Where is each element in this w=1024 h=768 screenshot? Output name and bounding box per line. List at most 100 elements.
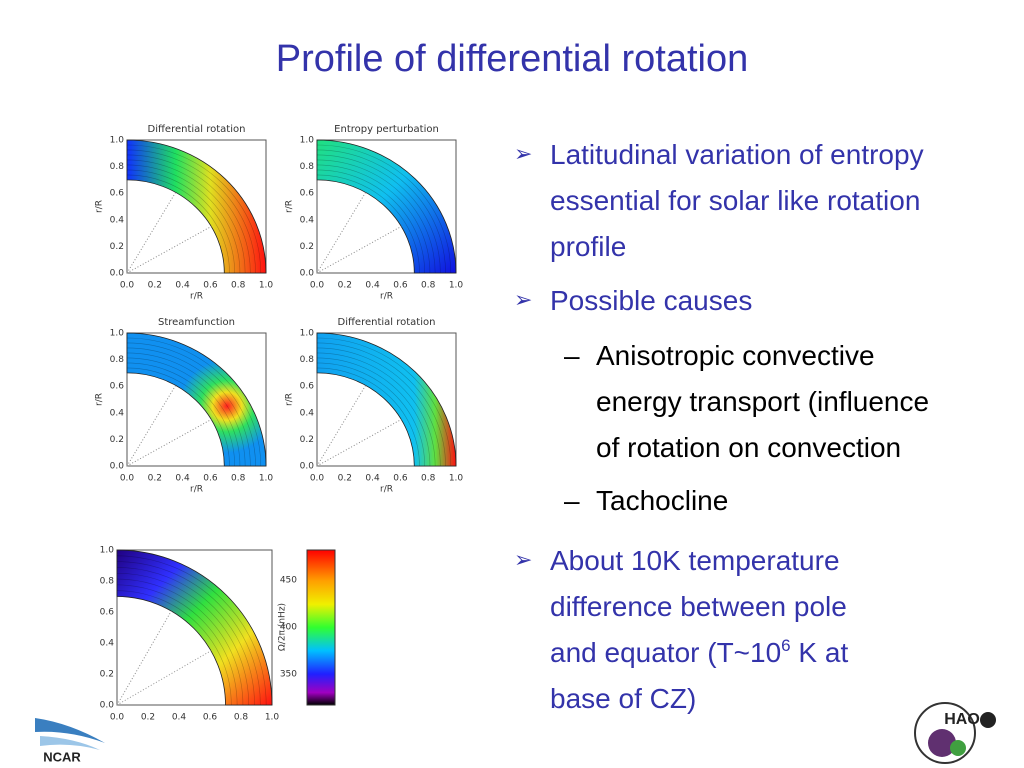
x-tick-label: 0.2 (141, 713, 155, 723)
x-tick-label: 0.2 (148, 474, 162, 484)
contour (316, 352, 436, 467)
field (316, 139, 457, 274)
y-axis-label: r/R (95, 393, 105, 406)
panel-title: Streamfunction (158, 317, 235, 328)
colorbar-tick-label: 450 (280, 576, 297, 586)
x-tick-label: 1.0 (449, 281, 464, 291)
text: and equator (T~10 (550, 637, 782, 668)
guide-line (316, 226, 402, 274)
contour (126, 144, 262, 274)
x-tick-label: 1.0 (259, 281, 274, 291)
guide-line (316, 192, 367, 274)
y-tick-label: 0.8 (300, 355, 315, 365)
y-tick-label: 0.0 (300, 269, 315, 279)
contour (126, 174, 230, 274)
x-tick-label: 1.0 (259, 474, 274, 484)
x-tick-label: 0.4 (175, 281, 190, 291)
text: Anisotropic convective (596, 340, 875, 371)
bullet-line: Latitudinal variation of entropy (550, 132, 924, 178)
contour (316, 342, 446, 467)
contour (126, 352, 246, 467)
bullet: Anisotropic convective energy transport (… (564, 333, 929, 471)
contour (126, 169, 236, 274)
y-tick-label: 0.4 (300, 408, 315, 418)
y-tick-label: 0.2 (110, 242, 124, 252)
ncar-logo: NCAR (35, 718, 105, 764)
figures: 0.0 0.2 0.4 0.6 0.8 1.0 0.0 0.2 0.4 0.6 0.8 1.0 Diff… (95, 124, 464, 723)
guide-line (126, 385, 177, 467)
x-tick-label: 0.4 (175, 474, 190, 484)
x-tick-label: 0.8 (231, 281, 246, 291)
bullet: About 10K temperature difference between … (514, 538, 848, 722)
contour (116, 584, 238, 706)
contour (316, 144, 452, 274)
contour (116, 590, 232, 706)
bullet-line: Anisotropic convective (596, 333, 929, 379)
bullet: Latitudinal variation of entropy essentia… (514, 132, 924, 270)
contour (126, 362, 236, 467)
x-tick-label: 0.8 (421, 474, 436, 484)
logo-text: NCAR (43, 749, 81, 764)
y-tick-label: 0.4 (110, 408, 125, 418)
y-axis-label: r/R (285, 200, 295, 213)
contour (316, 367, 420, 467)
text: energy transport (influence (596, 386, 930, 417)
text: base of CZ) (550, 683, 697, 714)
y-tick-label: 0.6 (300, 382, 315, 392)
contour (126, 342, 256, 467)
y-tick-label: 1.0 (110, 136, 125, 146)
x-tick-label: 0.4 (365, 281, 380, 291)
hao-logo: HAO (914, 702, 996, 764)
bullet: Tachocline (564, 478, 728, 524)
bullet-line: base of CZ) (550, 676, 848, 722)
x-tick-label: 0.0 (310, 281, 325, 291)
bullet-line: Tachocline (596, 478, 728, 524)
y-tick-label: 0.4 (300, 215, 315, 225)
x-tick-label: 0.4 (365, 474, 380, 484)
y-tick-label: 0.6 (110, 189, 125, 199)
y-tick-label: 0.8 (110, 162, 125, 172)
x-tick-label: 0.6 (393, 474, 408, 484)
contour (126, 149, 256, 274)
y-tick-label: 0.8 (110, 355, 125, 365)
y-tick-label: 0.2 (300, 242, 314, 252)
guide-line (116, 650, 212, 706)
bullet-line: energy transport (influence (596, 379, 929, 425)
y-tick-label: 0.8 (300, 162, 315, 172)
y-tick-label: 0.0 (110, 269, 125, 279)
contour (116, 567, 255, 706)
x-axis-label: r/R (190, 485, 203, 495)
bullet-line: About 10K temperature (550, 538, 848, 584)
contour (126, 164, 241, 274)
contour (126, 347, 251, 467)
guide-line (126, 226, 212, 274)
y-tick-label: 0.2 (300, 435, 314, 445)
contour (126, 159, 246, 274)
x-tick-label: 0.0 (120, 281, 135, 291)
y-tick-label: 1.0 (110, 329, 125, 339)
contour (116, 578, 244, 706)
x-tick-label: 0.0 (110, 713, 125, 723)
x-tick-label: 0.2 (338, 474, 352, 484)
guide-line (316, 385, 367, 467)
contour (316, 169, 426, 274)
contour (116, 555, 267, 706)
contour (116, 572, 250, 706)
y-tick-label: 0.6 (300, 189, 315, 199)
y-tick-label: 0.8 (100, 577, 115, 587)
text: Possible causes (550, 285, 753, 316)
text: essential for solar like rotation (550, 185, 921, 216)
contour (316, 337, 452, 467)
text: Latitudinal variation of entropy (550, 139, 924, 170)
contour (316, 154, 441, 274)
bullet: Possible causes (514, 278, 753, 324)
contour (126, 357, 241, 467)
y-tick-label: 0.6 (100, 608, 115, 618)
bullet-line: of rotation on convection (596, 425, 929, 471)
contour (316, 159, 436, 274)
x-axis-label: r/R (190, 292, 203, 302)
contour (116, 561, 261, 706)
x-tick-label: 0.8 (421, 281, 436, 291)
contour (126, 337, 262, 467)
contour (316, 149, 446, 274)
